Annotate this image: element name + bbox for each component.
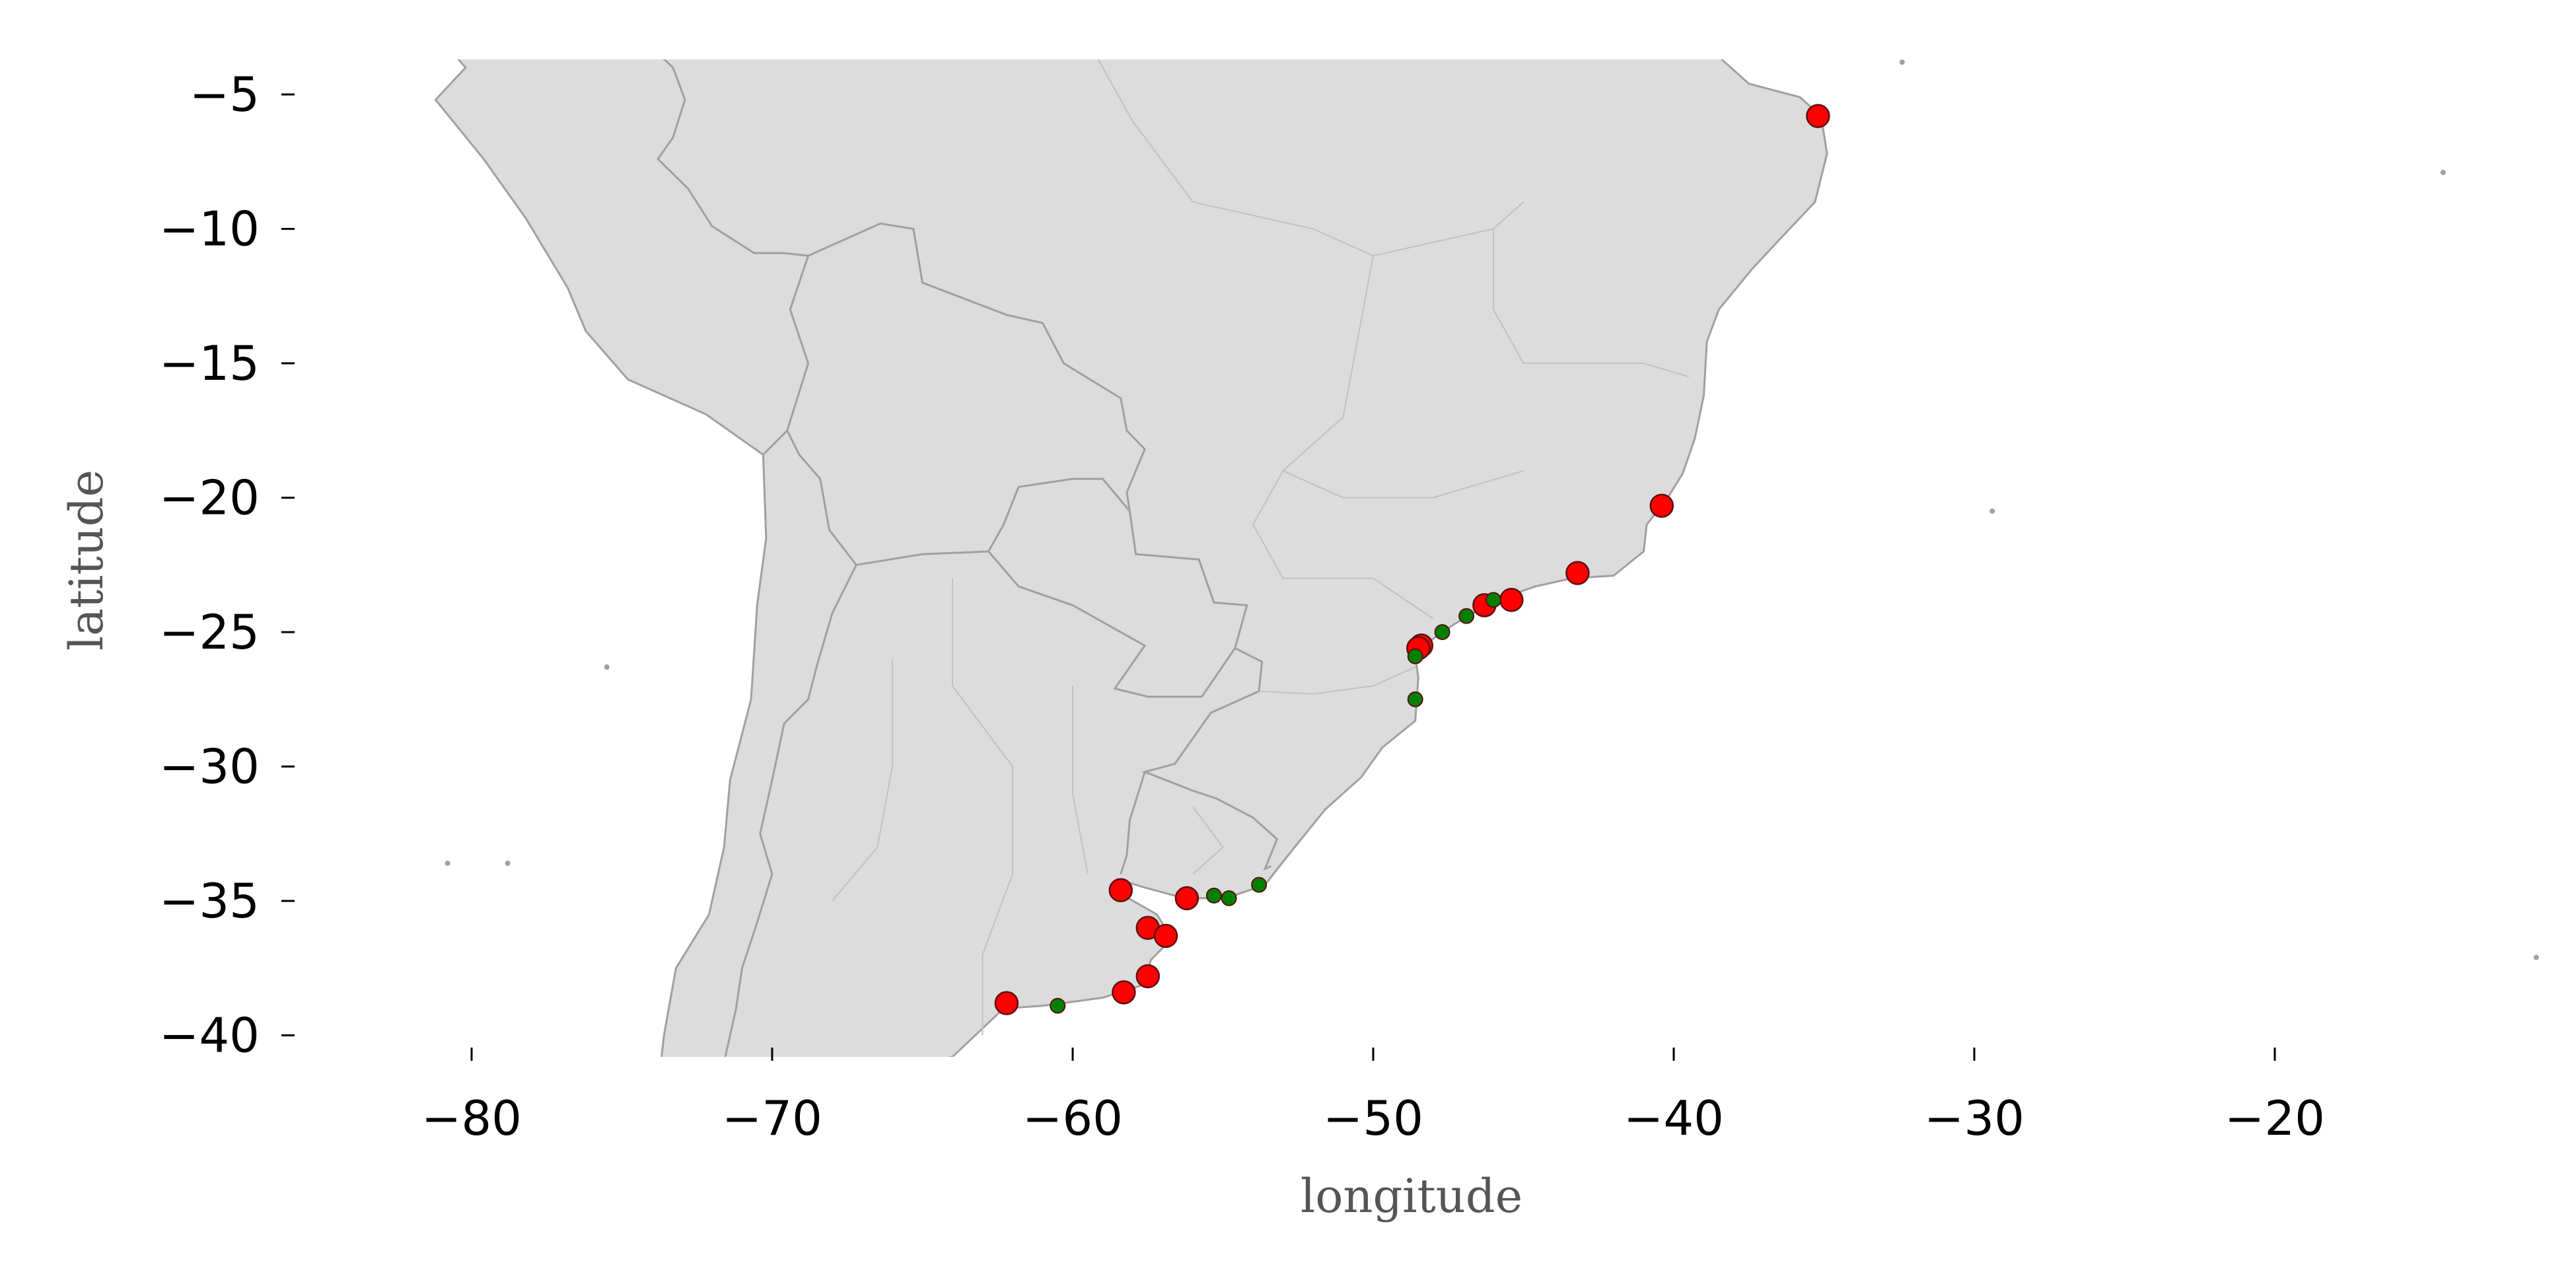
x-tick-label: −40 (1624, 1091, 1724, 1146)
x-axis-title: longitude (1301, 1169, 1522, 1223)
country-border (762, 429, 788, 456)
state-border (1192, 806, 1224, 875)
country-border (1141, 647, 1279, 871)
island-dot (1899, 59, 1905, 65)
island-dot (2440, 170, 2446, 176)
red-data-point (1649, 493, 1674, 518)
red-data-point (1174, 886, 1199, 911)
y-tick-label: −35 (159, 873, 260, 929)
country-border (807, 222, 1146, 512)
green-data-point (1251, 877, 1268, 893)
green-data-point (1458, 608, 1475, 624)
green-data-point (1485, 592, 1501, 608)
state-border (1259, 666, 1416, 695)
country-border (724, 564, 857, 1057)
x-tick-label: −80 (421, 1091, 522, 1146)
x-tick-label: −70 (722, 1091, 822, 1146)
green-data-point (1407, 648, 1423, 664)
y-tick-label: −30 (159, 739, 260, 795)
y-tick-label: −15 (159, 336, 260, 391)
x-tick-label: −20 (2225, 1091, 2325, 1146)
red-data-point (1112, 980, 1136, 1005)
country-border (987, 511, 1248, 698)
island-dot (445, 861, 450, 867)
y-axis: −5 −10 −15 −20 −25 −30 −35 −40 (159, 67, 295, 1063)
y-tick-label: −20 (159, 470, 260, 526)
scatter-points (994, 104, 1830, 1015)
red-data-point (1806, 104, 1830, 128)
continent-landmass (434, 59, 1828, 1057)
island-dot (604, 664, 610, 670)
state-border (952, 578, 1013, 1036)
y-tick-label: −25 (159, 604, 260, 660)
state-border (1252, 470, 1434, 620)
green-data-point (1050, 997, 1066, 1014)
state-border (832, 659, 893, 902)
x-tick-label: −50 (1323, 1091, 1423, 1146)
red-data-point (1565, 561, 1590, 585)
x-tick-label: −30 (1924, 1091, 2024, 1146)
green-data-point (1205, 887, 1222, 904)
x-axis: −80 −70 −60 −50 −40 −30 −20 (421, 1048, 2325, 1146)
south-america-basemap (434, 59, 2539, 1057)
country-border (657, 59, 808, 257)
state-border (1493, 229, 1690, 378)
green-data-point (1407, 691, 1423, 707)
y-tick-label: −10 (159, 201, 260, 257)
y-tick-label: −5 (190, 67, 260, 122)
green-data-point (1434, 624, 1450, 640)
y-tick-label: −40 (159, 1008, 260, 1063)
red-data-point (1499, 587, 1524, 612)
state-border (1072, 686, 1089, 875)
x-tick-label: −60 (1022, 1091, 1123, 1146)
red-data-point (994, 991, 1019, 1015)
green-data-point (1221, 890, 1237, 906)
red-data-point (1108, 878, 1133, 902)
red-data-point (1135, 964, 1161, 989)
red-data-point (1153, 923, 1178, 948)
y-axis-title: latitude (59, 470, 114, 651)
island-dot (1989, 508, 1995, 514)
island-dot (505, 861, 511, 867)
island-dot (2533, 954, 2539, 960)
country-border (1120, 771, 1146, 875)
country-border-lines (657, 59, 1690, 1057)
